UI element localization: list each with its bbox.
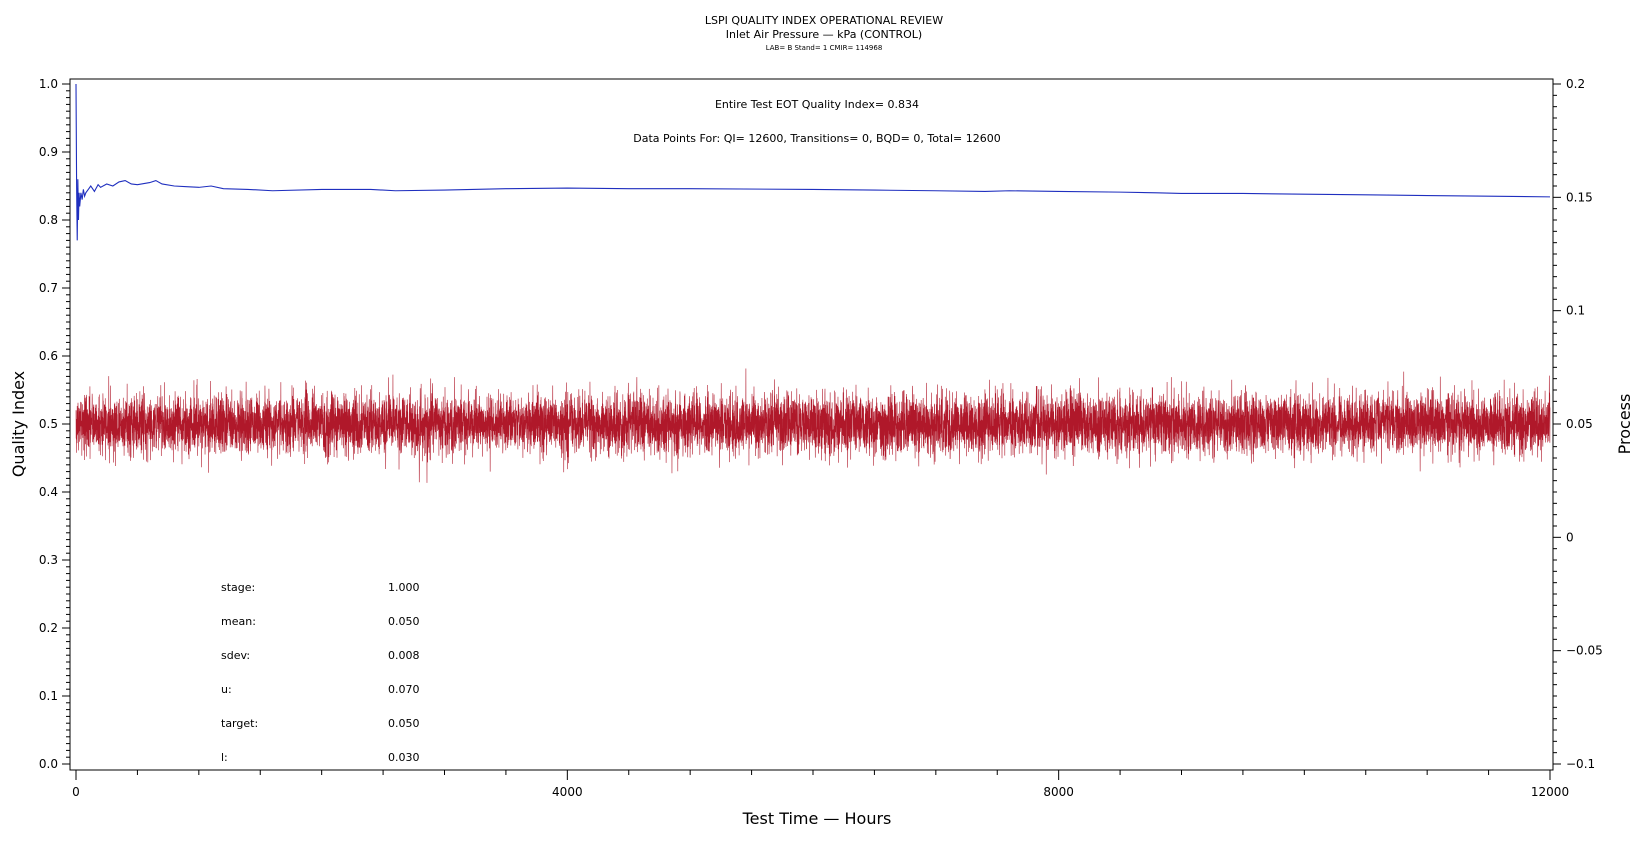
stats-panel: stage: 1.000 mean: 0.050 sdev: 0.008 u: 0.070 ta…	[221, 581, 420, 764]
x-tick-label: 8000	[1043, 785, 1074, 799]
y-right-tick-label: −0.1	[1566, 757, 1595, 771]
y-right-tick-label: 0.05	[1566, 417, 1593, 431]
x-tick-label: 12000	[1531, 785, 1569, 799]
x-tick-label: 4000	[552, 785, 583, 799]
y-right-tick-label: 0.2	[1566, 77, 1585, 91]
y-axis-label-left: Quality Index	[9, 371, 28, 477]
process-series	[75, 368, 1551, 483]
y-left-tick-label: 0.8	[39, 213, 58, 227]
stat-label: sdev:	[221, 649, 250, 662]
y-left-tick-label: 0.5	[39, 417, 58, 431]
quality-index-series	[75, 83, 1551, 241]
y-left-tick-label: 0.6	[39, 349, 58, 363]
stat-value: 0.050	[388, 717, 420, 730]
stat-value: 0.030	[388, 751, 420, 764]
stat-value: 0.070	[388, 683, 420, 696]
axes-ticks: 0 4000 8000 12000 0.0 0.1 0.2 0.3 0.4 0.5 0.6 0.7 0.…	[39, 77, 1603, 799]
y-left-tick-label: 0.9	[39, 145, 58, 159]
stat-value: 0.008	[388, 649, 420, 662]
y-left-tick-label: 0.0	[39, 757, 58, 771]
y-left-tick-label: 0.1	[39, 689, 58, 703]
stat-label: u:	[221, 683, 232, 696]
chart-title: LSPI QUALITY INDEX OPERATIONAL REVIEW	[705, 14, 943, 27]
stat-label: mean:	[221, 615, 256, 628]
y-left-tick-label: 0.3	[39, 553, 58, 567]
chart-subtitle: Inlet Air Pressure — kPa (CONTROL)	[726, 28, 922, 41]
data-points-note: Data Points For: QI= 12600, Transitions=…	[633, 132, 1001, 145]
y-right-tick-label: −0.05	[1566, 644, 1603, 658]
stat-label: l:	[221, 751, 228, 764]
stat-label: target:	[221, 717, 258, 730]
y-left-tick-label: 0.7	[39, 281, 58, 295]
x-axis-label: Test Time — Hours	[742, 809, 892, 828]
y-axis-label-right: Process	[1615, 394, 1634, 455]
x-tick-label: 0	[72, 785, 80, 799]
stat-value: 0.050	[388, 615, 420, 628]
y-left-tick-label: 0.4	[39, 485, 58, 499]
y-right-tick-label: 0.15	[1566, 190, 1593, 204]
y-left-tick-label: 1.0	[39, 77, 58, 91]
y-left-tick-label: 0.2	[39, 621, 58, 635]
stat-value: 1.000	[388, 581, 420, 594]
process-line	[75, 368, 1551, 483]
y-right-tick-label: 0.1	[1566, 304, 1585, 318]
y-right-tick-label: 0	[1566, 530, 1574, 544]
stat-label: stage:	[221, 581, 255, 594]
chart-subtitle-ids: LAB= B Stand= 1 CMIR= 114968	[766, 44, 883, 52]
eot-quality-index-note: Entire Test EOT Quality Index= 0.834	[715, 98, 919, 111]
quality-index-line	[75, 83, 1551, 241]
